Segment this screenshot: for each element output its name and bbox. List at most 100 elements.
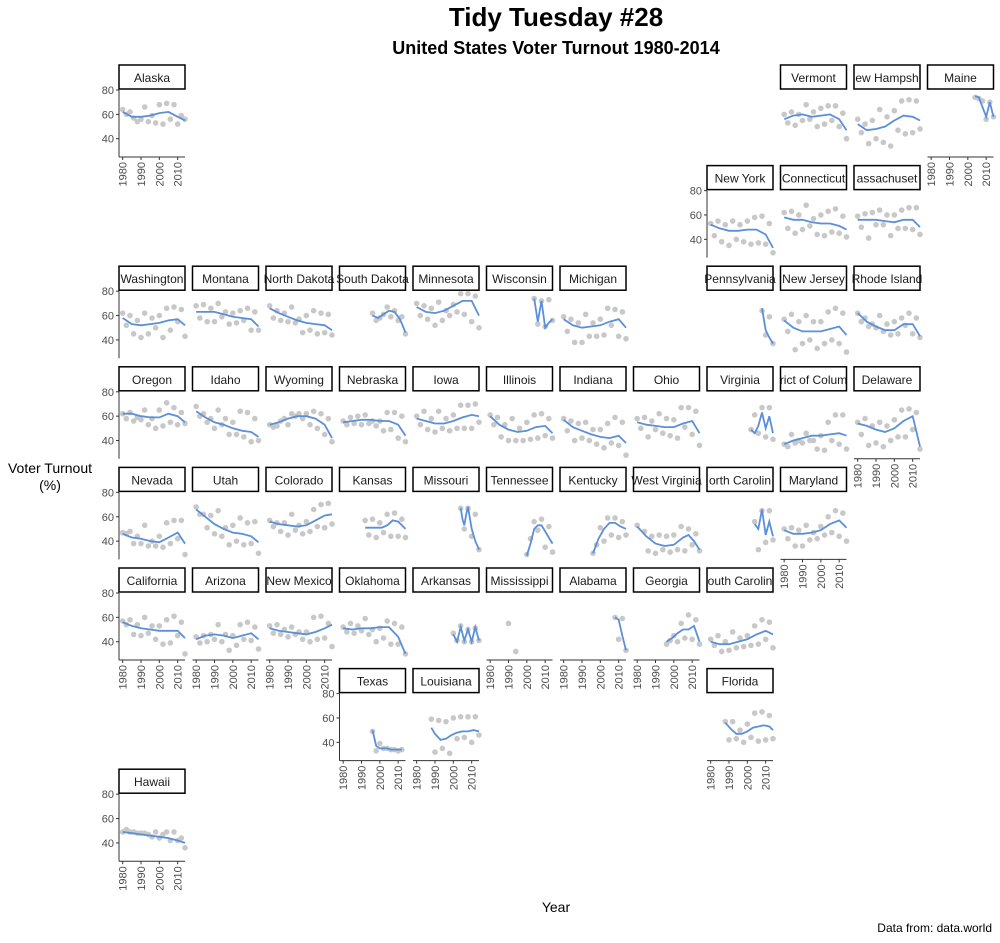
data-point	[178, 835, 185, 841]
data-point	[832, 507, 839, 514]
data-point	[744, 721, 751, 727]
data-point	[498, 434, 504, 440]
x-tick-label: 2010	[173, 162, 185, 186]
facet-montana: Montana	[191, 265, 262, 333]
y-tick-label: 40	[322, 737, 334, 749]
data-point	[303, 518, 310, 525]
data-point	[399, 313, 405, 320]
data-point	[178, 517, 185, 524]
data-point	[788, 109, 795, 115]
data-point	[230, 310, 236, 316]
x-tick-label: 1980	[485, 665, 497, 689]
x-tick-label: 1990	[945, 162, 957, 186]
data-point	[119, 106, 126, 113]
data-point	[399, 746, 405, 753]
data-point	[645, 434, 651, 440]
data-point	[244, 409, 251, 416]
facet-kentucky: Kentucky	[559, 466, 629, 557]
smooth-line	[666, 624, 701, 643]
data-point	[152, 829, 159, 835]
data-point	[770, 249, 776, 256]
data-point	[241, 636, 247, 643]
data-point	[575, 420, 582, 427]
data-point	[821, 532, 828, 538]
x-tick-label: 2000	[522, 665, 534, 689]
data-point	[476, 419, 482, 426]
facet-strip	[779, 366, 848, 392]
data-point	[682, 548, 688, 554]
data-point	[693, 531, 699, 537]
data-point	[163, 305, 170, 312]
data-point	[843, 538, 850, 544]
data-point	[876, 419, 883, 426]
data-point	[156, 407, 163, 413]
data-point	[439, 745, 446, 752]
y-axis-label-line1: Voter Turnout	[7, 460, 93, 476]
smooth-line	[753, 509, 774, 537]
data-point	[255, 550, 262, 557]
data-point	[807, 537, 813, 543]
data-point	[325, 311, 332, 318]
x-tick-label: 1990	[283, 665, 295, 689]
data-point	[898, 407, 905, 413]
data-point	[439, 425, 446, 432]
data-point	[608, 532, 615, 538]
data-point	[347, 620, 354, 627]
data-point	[880, 221, 887, 228]
data-point	[898, 207, 905, 213]
smooth-line	[710, 223, 774, 249]
facet-strip-label: Maryland	[789, 473, 838, 487]
x-tick-label: 2000	[448, 766, 460, 790]
smooth-line	[974, 95, 995, 120]
data-point	[656, 532, 662, 538]
data-point	[840, 412, 846, 418]
data-point	[310, 307, 317, 314]
data-point	[660, 430, 666, 437]
data-point	[171, 404, 177, 411]
data-point	[568, 316, 574, 323]
data-point	[373, 534, 379, 541]
data-point	[296, 410, 302, 417]
data-point	[909, 331, 916, 337]
data-point	[248, 540, 254, 547]
data-point	[895, 434, 901, 440]
data-point	[520, 437, 526, 444]
facet-strip-label: Wisconsin	[492, 272, 547, 286]
data-point	[421, 303, 427, 309]
x-tick-label: 1980	[853, 464, 865, 488]
data-point	[818, 105, 824, 112]
data-point	[380, 635, 387, 641]
data-point	[310, 506, 317, 513]
facet-strip-label: Florida	[722, 675, 759, 689]
data-point	[884, 423, 890, 429]
data-point	[182, 845, 188, 851]
data-point	[803, 430, 809, 437]
x-tick-label: 1980	[706, 766, 718, 790]
data-point	[751, 214, 758, 221]
x-tick-label: 2010	[173, 866, 185, 890]
data-point	[623, 452, 629, 458]
data-point	[891, 417, 898, 423]
facet-delaware: Delaware 1980 1990 2000 2010	[853, 366, 923, 488]
data-point	[891, 107, 898, 114]
facet-strip	[926, 64, 995, 90]
data-point	[729, 218, 736, 224]
data-point	[127, 109, 133, 115]
x-tick-label: 1990	[798, 564, 810, 588]
data-point	[219, 313, 225, 320]
facet-strip-label: Kentucky	[568, 473, 617, 487]
facet-strip	[706, 164, 774, 191]
data-point	[722, 638, 729, 645]
data-point	[182, 651, 188, 657]
data-point	[895, 225, 901, 232]
data-point	[384, 304, 390, 310]
data-point	[762, 737, 769, 743]
data-point	[513, 648, 519, 655]
data-point	[141, 310, 148, 316]
data-point	[314, 523, 321, 530]
data-point	[546, 523, 552, 530]
data-point	[325, 500, 332, 507]
data-point	[906, 204, 912, 211]
data-point	[887, 332, 894, 338]
facet-strip-label: orth Carolin	[709, 473, 771, 487]
